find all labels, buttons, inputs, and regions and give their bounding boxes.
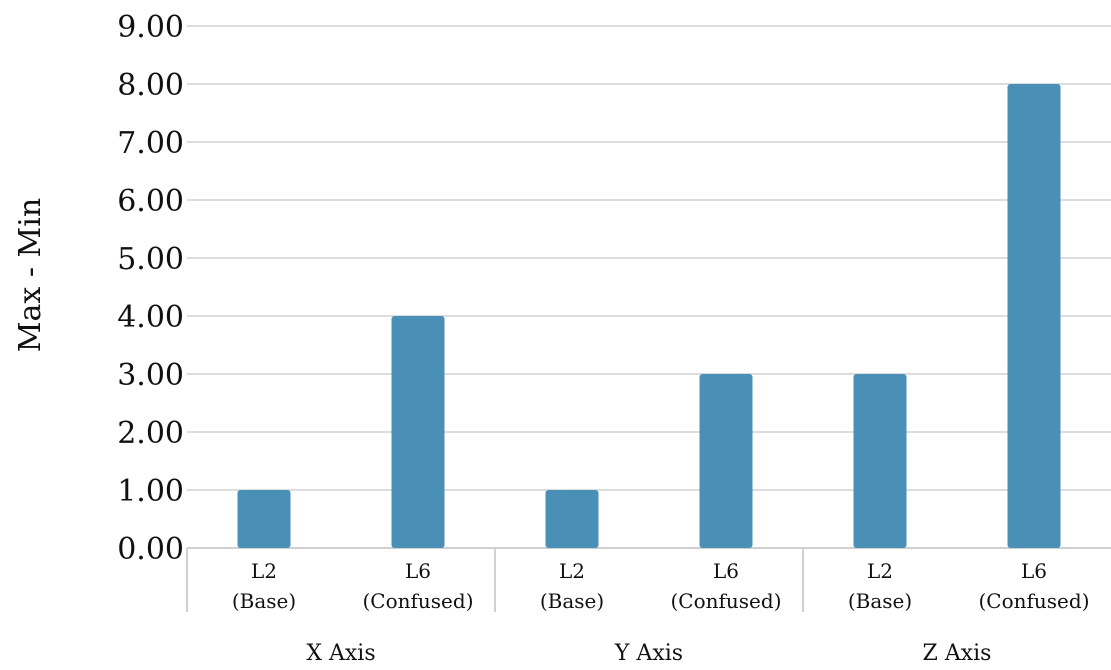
- x-tick-label: L6: [1021, 559, 1047, 583]
- y-tick-label: 0.00: [117, 532, 184, 567]
- x-tick-label: L2: [251, 559, 277, 583]
- bar-0: [237, 490, 291, 548]
- bar-5: [1007, 84, 1061, 548]
- y-tick-labels: 0.00 1.00 2.00 3.00 4.00 5.00 6.00 7.00 8.00 9.00: [117, 10, 184, 567]
- y-tick-label: 2.00: [117, 416, 184, 451]
- y-tick-label: 7.00: [117, 126, 184, 161]
- y-tick-label: 4.00: [117, 300, 184, 335]
- x-tick-label: L2: [867, 559, 893, 583]
- x-tick-label: L6: [405, 559, 431, 583]
- x-tick-label: (Confused): [978, 589, 1089, 613]
- gridlines: [186, 25, 1111, 612]
- bar-2: [545, 490, 599, 548]
- group-label: X Axis: [306, 641, 375, 666]
- y-tick-label: 8.00: [117, 68, 184, 103]
- x-tick-label: L6: [713, 559, 739, 583]
- y-tick-label: 6.00: [117, 184, 184, 219]
- x-tick-label: (Base): [848, 589, 912, 613]
- y-axis-label: Max - Min: [13, 198, 48, 352]
- x-tick-label: (Confused): [362, 589, 473, 613]
- y-tick-label: 9.00: [117, 10, 184, 45]
- y-tick-label: 3.00: [117, 358, 184, 393]
- x-tick-label: (Confused): [670, 589, 781, 613]
- y-tick-label: 1.00: [117, 474, 184, 509]
- x-tick-labels: L2 (Base) L6 (Confused) L2 (Base) L6 (Confused)…: [232, 559, 1090, 613]
- group-label: Y Axis: [614, 641, 683, 666]
- bar-4: [853, 374, 907, 548]
- group-label: Z Axis: [923, 641, 992, 666]
- x-tick-label: L2: [559, 559, 585, 583]
- x-tick-label: (Base): [232, 589, 296, 613]
- y-tick-label: 5.00: [117, 242, 184, 277]
- bar-3: [699, 374, 753, 548]
- bar-1: [391, 316, 445, 548]
- bars: [237, 84, 1061, 548]
- group-labels: X Axis Y Axis Z Axis: [306, 641, 991, 666]
- x-tick-label: (Base): [540, 589, 604, 613]
